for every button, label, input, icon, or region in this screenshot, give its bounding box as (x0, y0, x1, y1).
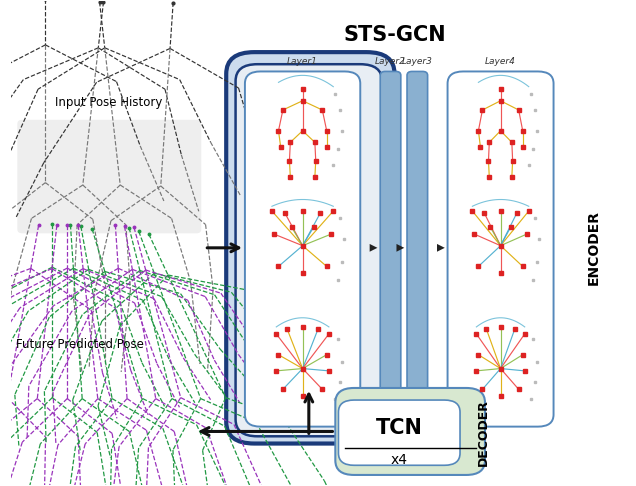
FancyBboxPatch shape (338, 400, 460, 465)
Text: Layer2: Layer2 (375, 57, 406, 66)
FancyBboxPatch shape (380, 71, 401, 427)
Text: TCN: TCN (375, 417, 422, 437)
FancyBboxPatch shape (245, 71, 360, 427)
Text: STS-GCN: STS-GCN (343, 25, 446, 45)
FancyBboxPatch shape (335, 388, 485, 475)
Text: Layer1: Layer1 (287, 57, 318, 66)
Text: Layer4: Layer4 (485, 57, 516, 66)
Text: DECODER: DECODER (477, 399, 490, 466)
Text: Input Pose History: Input Pose History (55, 96, 162, 109)
FancyBboxPatch shape (235, 64, 382, 436)
Text: Layer3: Layer3 (402, 57, 432, 66)
FancyBboxPatch shape (226, 52, 394, 444)
Text: x4: x4 (391, 453, 408, 468)
FancyBboxPatch shape (17, 120, 201, 233)
Text: Future Predicted Pose: Future Predicted Pose (16, 338, 144, 351)
FancyBboxPatch shape (448, 71, 553, 427)
FancyBboxPatch shape (407, 71, 427, 427)
Text: ENCODER: ENCODER (587, 210, 601, 285)
